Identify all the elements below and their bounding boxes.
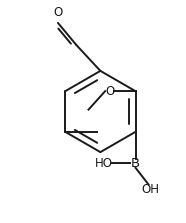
- Text: OH: OH: [141, 183, 159, 196]
- Text: B: B: [131, 157, 140, 170]
- Text: O: O: [105, 85, 114, 98]
- Text: HO: HO: [95, 157, 113, 170]
- Text: O: O: [53, 6, 62, 19]
